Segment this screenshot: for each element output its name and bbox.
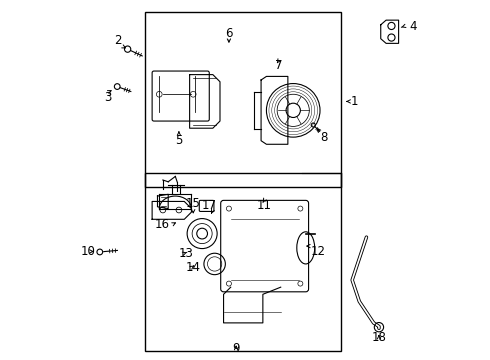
- Text: 5: 5: [175, 134, 183, 147]
- Text: 11: 11: [257, 198, 272, 212]
- Text: 9: 9: [232, 342, 240, 355]
- Text: 14: 14: [186, 261, 201, 274]
- Text: 7: 7: [275, 59, 283, 72]
- Text: 16: 16: [155, 218, 170, 231]
- Text: 17: 17: [202, 198, 217, 212]
- Text: 6: 6: [225, 27, 233, 40]
- Text: 15: 15: [186, 197, 200, 210]
- Text: 13: 13: [179, 247, 194, 260]
- Text: 18: 18: [371, 331, 387, 344]
- Text: 2: 2: [114, 34, 122, 47]
- Bar: [145, 12, 342, 187]
- Text: 12: 12: [311, 245, 326, 258]
- Text: 1: 1: [350, 95, 358, 108]
- Text: 3: 3: [104, 91, 111, 104]
- Text: 10: 10: [81, 245, 96, 258]
- Bar: [145, 173, 342, 351]
- Text: 4: 4: [409, 20, 417, 33]
- Text: 8: 8: [320, 131, 327, 144]
